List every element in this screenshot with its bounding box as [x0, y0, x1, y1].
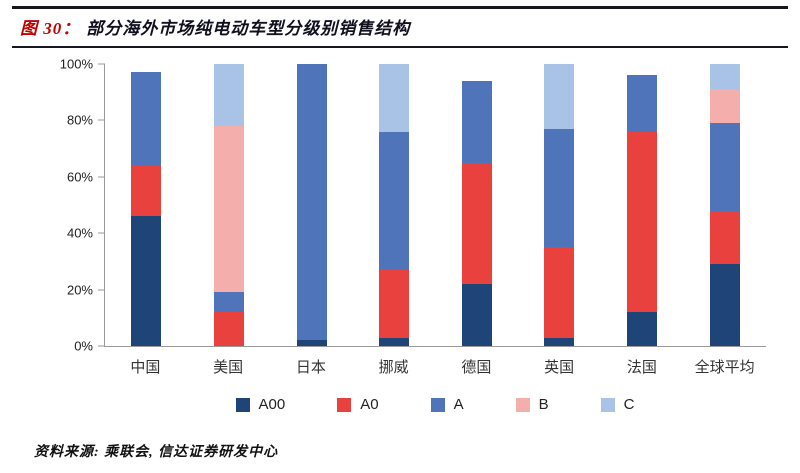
bar-segment-A	[296, 64, 327, 341]
legend-swatch	[337, 397, 352, 412]
bar-column	[353, 64, 436, 346]
legend-label: A0	[360, 396, 379, 413]
bar-segment-A00	[296, 340, 327, 346]
bar-column	[518, 64, 601, 346]
bar-column	[105, 64, 188, 346]
legend-swatch	[600, 397, 615, 412]
bar-segment-A	[131, 72, 162, 166]
bar-segment-A0	[627, 131, 658, 313]
bar-segment-C	[544, 64, 575, 129]
legend-label: B	[538, 396, 549, 413]
legend-item-A00: A00	[235, 396, 286, 413]
legend-swatch	[235, 397, 250, 412]
y-axis-tick-mark	[98, 289, 105, 291]
x-axis-label: 挪威	[378, 359, 409, 376]
legend-item-C: C	[600, 396, 635, 413]
legend-swatch	[515, 397, 530, 412]
y-axis-tick-mark	[98, 345, 105, 347]
x-axis-label: 中国	[130, 359, 161, 376]
y-axis-tick-label: 100%	[59, 56, 93, 72]
source-note: 资料来源: 乘联会, 信达证券研发中心	[34, 445, 279, 460]
bar-segment-B	[213, 126, 244, 293]
bars-container	[105, 64, 766, 346]
stacked-bar	[461, 64, 492, 346]
figure-number-label: 图 30：	[20, 19, 81, 38]
bar-segment-A00	[461, 283, 492, 346]
stacked-bar	[544, 64, 575, 346]
plot-area: 0% 20% 40% 60% 80% 100%	[60, 57, 766, 354]
y-axis-tick-mark	[98, 176, 105, 178]
y-axis-tick-label: 0%	[74, 338, 93, 354]
y-axis-tick-mark	[98, 119, 105, 121]
y-axis-tick-label: 80%	[66, 112, 93, 128]
bar-segment-A	[627, 75, 658, 132]
bar-segment-A00	[627, 312, 658, 346]
y-axis-tick-label: 20%	[66, 282, 93, 298]
legend-item-B: B	[515, 396, 549, 413]
stacked-bar	[709, 64, 740, 346]
legend-swatch	[430, 397, 445, 412]
bar-segment-B	[709, 89, 740, 124]
bar-segment-A	[709, 123, 740, 211]
bar-column	[188, 64, 271, 346]
bar-segment-A00	[544, 337, 575, 346]
x-axis-label: 法国	[626, 359, 657, 376]
bar-segment-A0	[213, 312, 244, 346]
bar-column	[601, 64, 684, 346]
legend-item-A: A	[430, 396, 464, 413]
bar-segment-A	[213, 292, 244, 313]
legend-item-A0: A0	[337, 396, 379, 413]
figure-title: 图 30： 部分海外市场纯电动车型分级别销售结构	[20, 14, 780, 39]
bar-segment-A0	[379, 269, 410, 338]
bar-segment-A0	[709, 210, 740, 265]
bar-column	[270, 64, 353, 346]
chart-legend: A00 A0 A B C	[104, 396, 766, 413]
bar-column	[436, 64, 519, 346]
bar-segment-A0	[461, 162, 492, 284]
x-axis-label: 全球平均	[694, 359, 755, 376]
y-axis-tick-mark	[98, 232, 105, 234]
bar-segment-A00	[709, 264, 740, 346]
y-axis-tick-label: 40%	[66, 225, 93, 241]
figure-header: 图 30： 部分海外市场纯电动车型分级别销售结构	[12, 6, 788, 48]
bar-segment-C	[709, 64, 740, 90]
x-axis-label: 英国	[544, 359, 575, 376]
stacked-bar	[627, 64, 658, 346]
stacked-bar	[213, 64, 244, 346]
stacked-bar	[131, 64, 162, 346]
bar-segment-A0	[131, 165, 162, 217]
bar-segment-A0	[544, 247, 575, 338]
bar-segment-A	[544, 128, 575, 248]
x-axis-label: 美国	[213, 359, 244, 376]
bar-column	[683, 64, 766, 346]
x-axis-labels: 中国 美国 日本 挪威 德国 英国 法国 全球平均	[104, 356, 766, 377]
bar-segment-C	[379, 64, 410, 132]
bar-segment-A00	[131, 216, 162, 346]
y-axis-tick-mark	[98, 63, 105, 65]
legend-label: C	[623, 396, 635, 413]
figure-title-text: 部分海外市场纯电动车型分级别销售结构	[86, 19, 411, 38]
legend-label: A	[453, 396, 464, 413]
stacked-bar	[296, 64, 327, 346]
stacked-bar	[379, 64, 410, 346]
bar-segment-A00	[379, 337, 410, 346]
x-axis-label: 日本	[295, 359, 326, 376]
bar-segment-C	[213, 64, 244, 127]
x-axis-label: 德国	[461, 359, 492, 376]
bar-segment-A	[379, 131, 410, 270]
bar-segment-A	[461, 80, 492, 163]
y-axis-tick-label: 60%	[66, 169, 93, 185]
legend-label: A00	[258, 396, 286, 413]
